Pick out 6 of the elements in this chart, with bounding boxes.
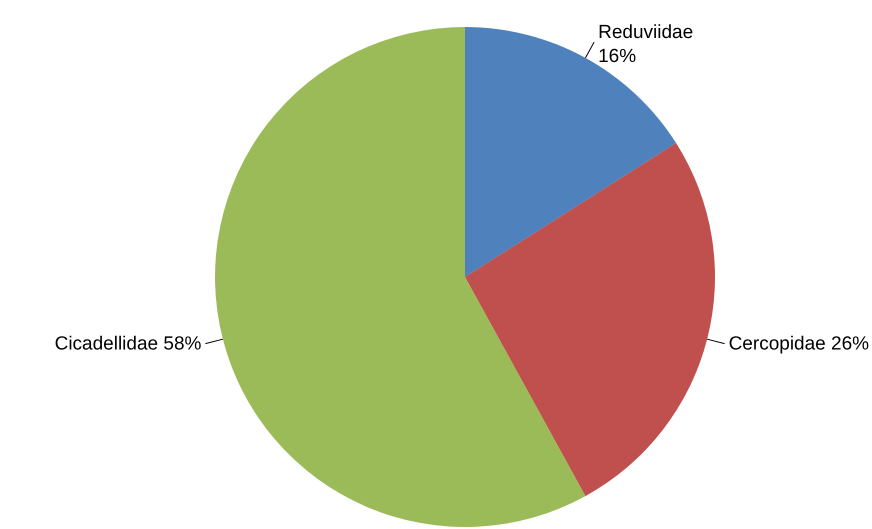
- slice-label: Cicadellidae 58%: [54, 334, 202, 355]
- pie-slice: [215, 27, 586, 527]
- data-label: 16%: [598, 46, 636, 68]
- pie-slice: [465, 143, 715, 496]
- slice-label: Cercopidae 26%: [728, 334, 870, 355]
- slice-label: Reduviidae: [598, 22, 694, 44]
